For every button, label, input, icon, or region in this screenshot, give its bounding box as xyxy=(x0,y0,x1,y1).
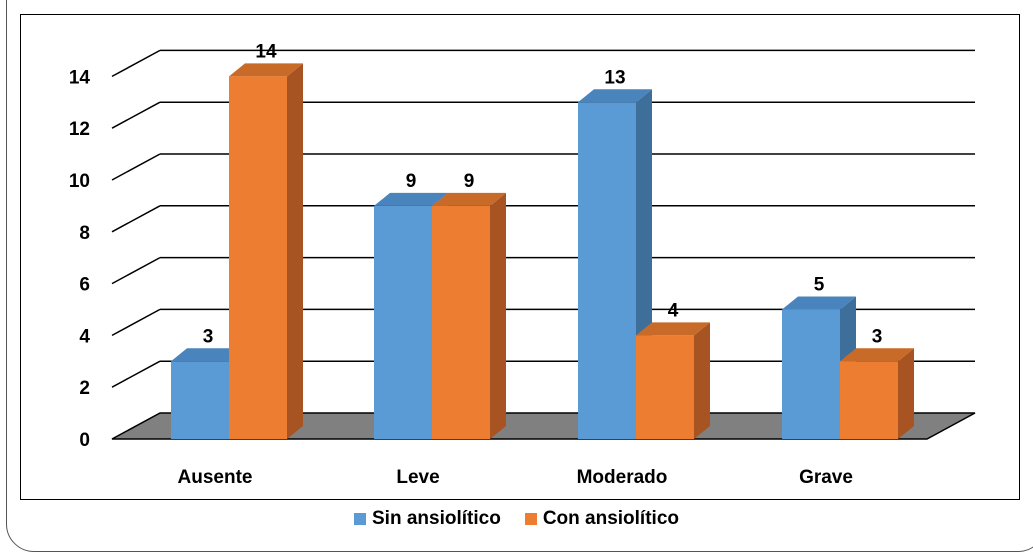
data-label-ausente-sin: 3 xyxy=(203,326,214,347)
bar-top-ausente-sin xyxy=(171,348,245,362)
bar-side-leve-con xyxy=(490,192,506,439)
gridline-diagonal-10 xyxy=(111,153,161,181)
bar-top-leve-sin xyxy=(374,192,448,206)
y-tick-label-4: 4 xyxy=(79,326,90,347)
data-label-grave-con: 3 xyxy=(872,326,883,347)
data-label-leve-con: 9 xyxy=(464,171,475,192)
x-category-label-moderado: Moderado xyxy=(577,467,668,488)
gridline-diagonal-14 xyxy=(111,49,161,78)
gridline-diagonal-2 xyxy=(111,360,161,388)
data-label-grave-sin: 5 xyxy=(814,275,825,296)
bar-top-moderado-sin xyxy=(578,89,652,103)
data-label-ausente-con: 14 xyxy=(255,41,277,62)
legend-swatch-sin-ansiolitico xyxy=(354,513,366,525)
bar-grave-sin xyxy=(782,309,840,439)
legend-label-sin-ansiolitico: Sin ansiolítico xyxy=(372,508,501,529)
x-category-label-grave: Grave xyxy=(799,467,853,488)
bar-moderado-sin xyxy=(578,102,636,440)
y-tick-label-10: 10 xyxy=(69,171,90,192)
legend-label-con-ansiolitico: Con ansiolítico xyxy=(542,508,679,529)
legend: Sin ansiolítico Con ansiolítico xyxy=(0,508,1033,530)
y-tick-label-6: 6 xyxy=(79,275,90,296)
y-tick-label-14: 14 xyxy=(69,67,91,88)
data-label-moderado-sin: 13 xyxy=(604,67,625,88)
legend-swatch-con-ansiolitico xyxy=(524,513,537,525)
bar-top-grave-sin xyxy=(782,296,856,310)
data-label-moderado-con: 4 xyxy=(668,300,679,321)
gridline-diagonal-8 xyxy=(111,205,161,233)
bar-leve-con xyxy=(432,205,490,439)
y-tick-label-8: 8 xyxy=(79,223,90,244)
bar-ausente-sin xyxy=(171,361,229,439)
bar-top-ausente-con xyxy=(229,63,303,77)
bar-top-moderado-con xyxy=(636,322,710,336)
y-tick-label-12: 12 xyxy=(69,119,90,140)
bar-leve-sin xyxy=(374,205,432,439)
bar-top-leve-con xyxy=(432,192,506,206)
bar-grave-con xyxy=(840,361,898,439)
bar-side-ausente-con xyxy=(287,63,303,440)
data-label-leve-sin: 9 xyxy=(406,171,417,192)
y-tick-label-0: 0 xyxy=(79,430,90,451)
bar-side-moderado-con xyxy=(694,322,710,439)
x-category-label-ausente: Ausente xyxy=(178,467,253,488)
y-tick-label-2: 2 xyxy=(79,378,90,399)
gridline-diagonal-4 xyxy=(111,308,161,337)
legend-item-con-ansiolitico: Con ansiolítico xyxy=(524,508,679,530)
gridline-diagonal-12 xyxy=(111,101,161,129)
bar-moderado-con xyxy=(636,335,694,439)
x-category-label-leve: Leve xyxy=(396,467,439,488)
bar-side-grave-con xyxy=(898,348,914,439)
bar-ausente-con xyxy=(229,76,287,440)
legend-item-sin-ansiolitico: Sin ansiolítico xyxy=(354,508,501,530)
outer-frame xyxy=(6,0,1033,552)
gridline-diagonal-6 xyxy=(111,256,161,285)
bar-top-grave-con xyxy=(840,348,914,362)
